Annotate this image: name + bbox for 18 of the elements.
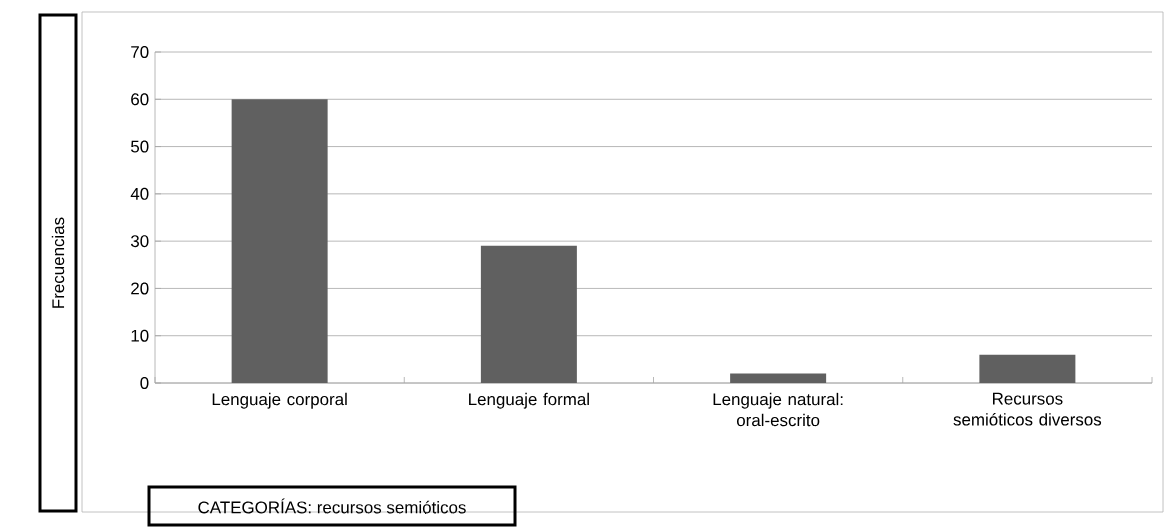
bar	[231, 99, 328, 383]
y-tick-label: 60	[131, 93, 149, 106]
y-tick-label: 70	[131, 46, 149, 58]
x-axis-title: CATEGORÍAS: recursos semióticos	[198, 498, 466, 514]
y-tick-label: 40	[130, 187, 149, 200]
y-tick-label: 50	[130, 140, 149, 153]
x-tick-label: Recursos semióticos diversos	[953, 392, 1102, 426]
y-tick-label: 10	[131, 329, 149, 342]
y-tick-label: 0	[140, 377, 149, 389]
bar	[480, 245, 577, 383]
x-tick-label: Lenguaje natural: oral-escrito	[713, 392, 843, 427]
y-tick-label: 30	[130, 235, 149, 248]
bar	[730, 373, 827, 383]
x-tick-label: Lenguaje corporal	[212, 392, 347, 409]
y-axis-title: Frecuencias	[51, 217, 65, 308]
y-tick-label: 20	[131, 282, 149, 295]
bar	[979, 354, 1076, 383]
x-tick-label: Lenguaje formal	[469, 392, 589, 409]
